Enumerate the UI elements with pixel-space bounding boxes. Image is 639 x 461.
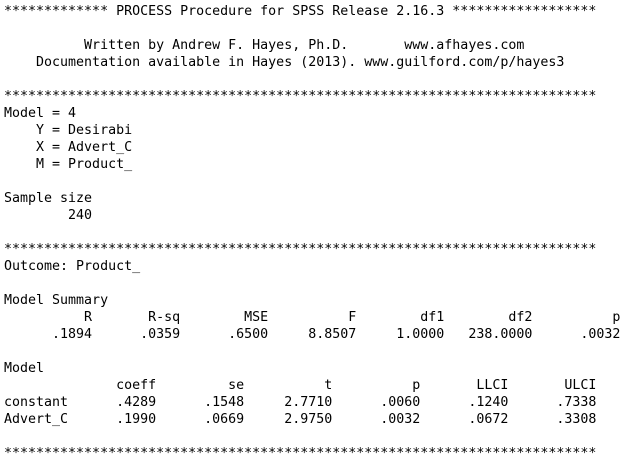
variable-x: X = Advert_C (4, 140, 133, 155)
model-number: Model = 4 (4, 106, 77, 121)
separator: ****************************************… (4, 446, 597, 461)
outcome: Outcome: Product_ (4, 259, 141, 274)
sample-size-label: Sample size (4, 191, 93, 206)
table-row: constant .4289 .1548 2.7710 .0060 .1240 … (4, 395, 597, 410)
sample-size: 240 (4, 208, 93, 223)
separator: ****************************************… (4, 89, 597, 104)
table-header: R R-sq MSE F df1 df2 p (4, 310, 621, 325)
table-row: .1894 .0359 .6500 8.8507 1.0000 238.0000… (4, 327, 621, 342)
separator: ****************************************… (4, 242, 597, 257)
variable-y: Y = Desirabi (4, 123, 133, 138)
documentation: Documentation available in Hayes (2013).… (4, 55, 565, 70)
author: Written by Andrew F. Hayes, Ph.D. www.af… (4, 38, 525, 53)
table-header: coeff se t p LLCI ULCI (4, 378, 597, 393)
table-row: Advert_C .1990 .0669 2.9750 .0032 .0672 … (4, 412, 597, 427)
variable-m: M = Product_ (4, 157, 133, 172)
section-title: Model (4, 361, 45, 376)
banner: ************* PROCESS Procedure for SPSS… (4, 4, 597, 19)
section-title: Model Summary (4, 293, 109, 308)
